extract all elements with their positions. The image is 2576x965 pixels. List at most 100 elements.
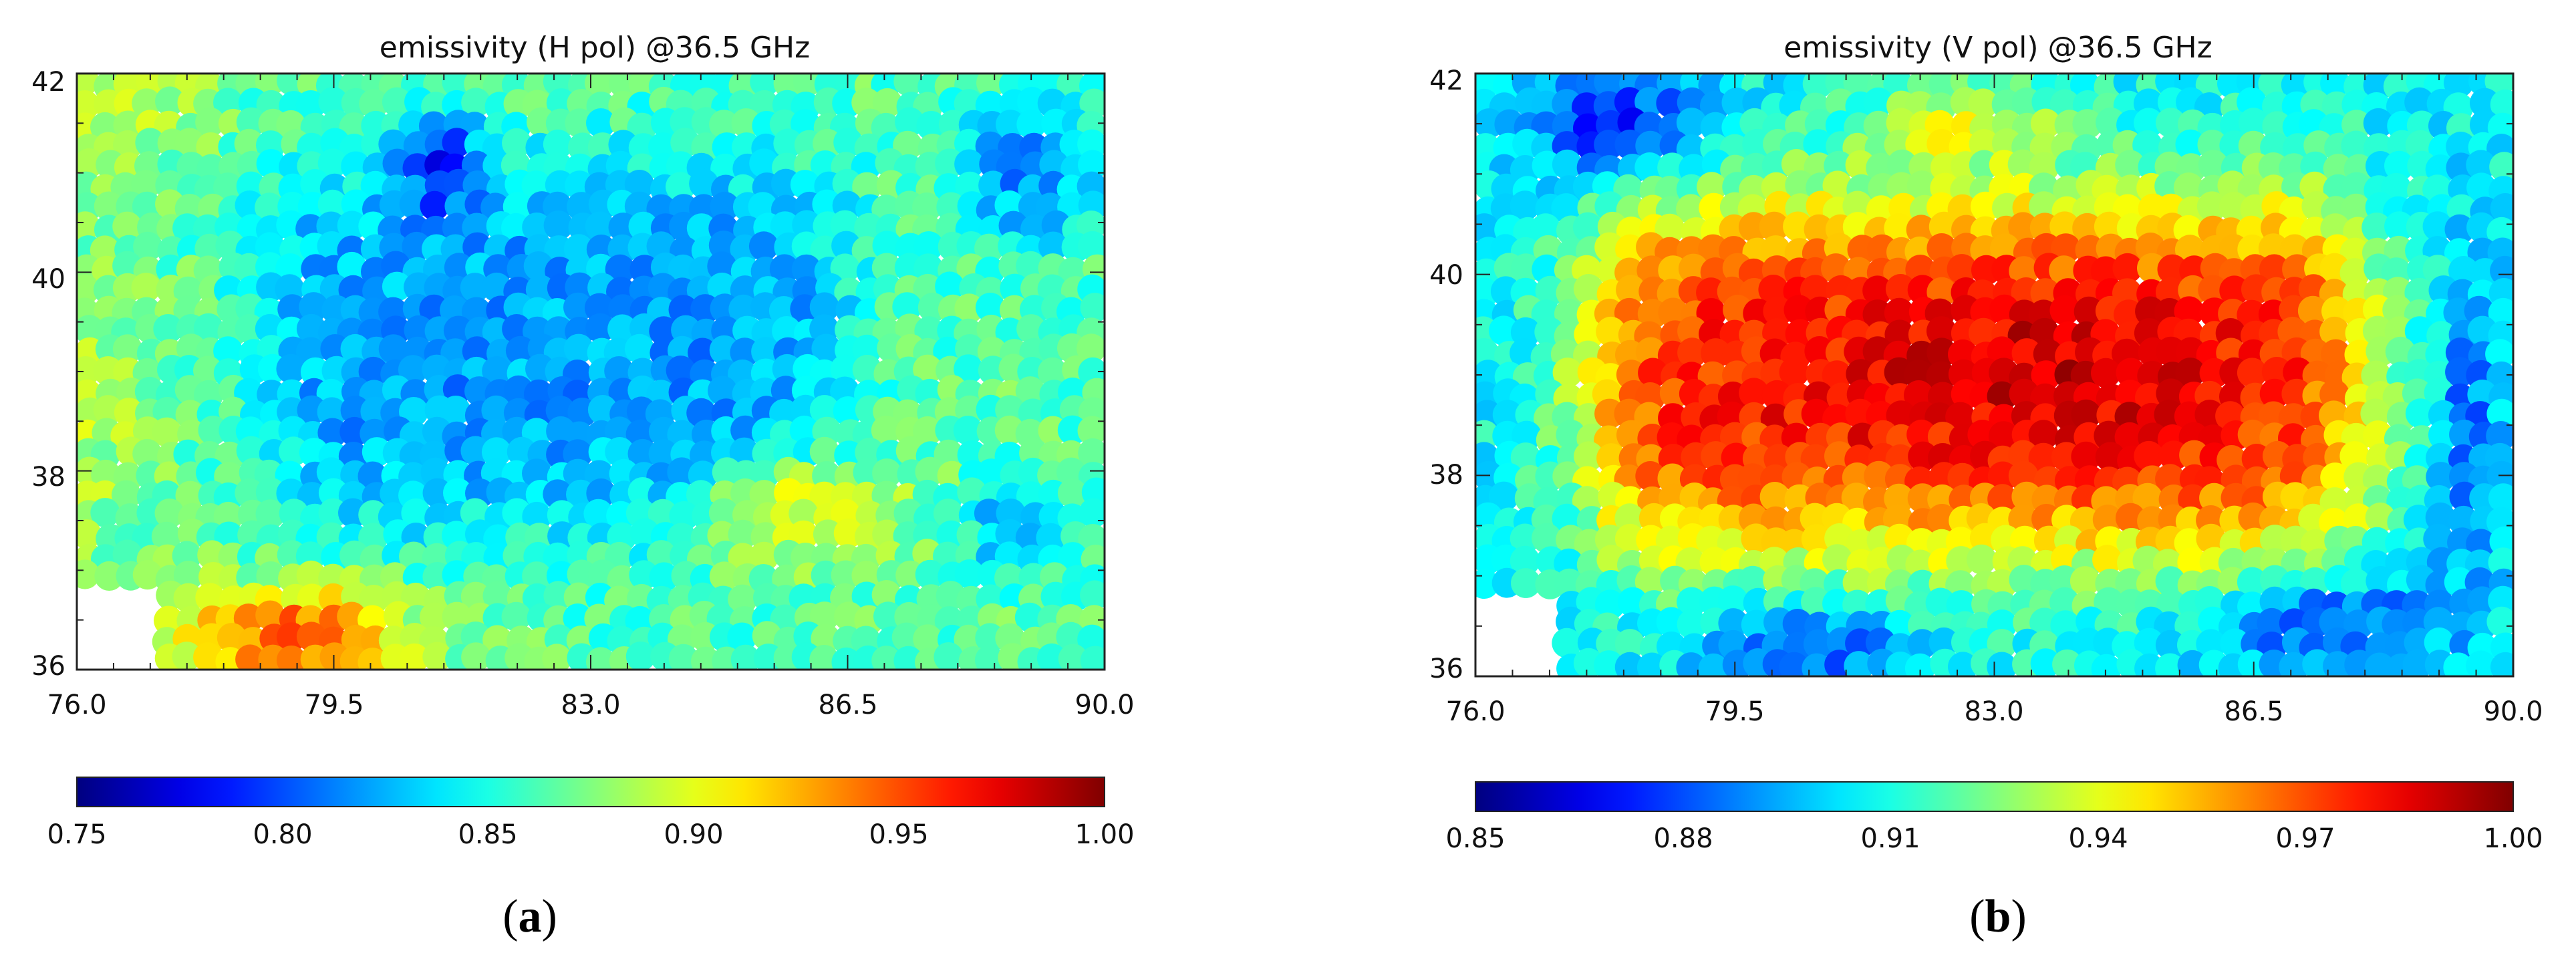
map-cell bbox=[2282, 254, 2312, 285]
map-cell bbox=[1967, 544, 1997, 575]
panel-a-xtick-86: 86.5 bbox=[818, 690, 877, 720]
map-cell bbox=[2404, 87, 2435, 118]
map-cell bbox=[2155, 566, 2186, 596]
map-cell bbox=[1638, 358, 1668, 388]
map-cell bbox=[585, 211, 615, 241]
map-cell bbox=[2343, 609, 2374, 640]
map-cell bbox=[912, 192, 942, 223]
map-cell bbox=[1677, 587, 1707, 617]
map-cell bbox=[422, 642, 452, 670]
map-cell bbox=[2174, 172, 2204, 202]
map-cell bbox=[1532, 523, 1562, 553]
panel-a-cbtick-5: 0.95 bbox=[869, 819, 928, 850]
map-cell bbox=[1928, 211, 1959, 242]
map-cell bbox=[2341, 110, 2372, 140]
map-cell bbox=[2237, 419, 2268, 450]
map-cell bbox=[420, 190, 450, 221]
map-cell bbox=[213, 172, 243, 202]
map-cell bbox=[317, 148, 347, 178]
map-cell bbox=[729, 437, 759, 467]
map-cell bbox=[234, 253, 264, 283]
panel-a-ytick-42: 42 bbox=[31, 67, 65, 98]
map-cell bbox=[2030, 278, 2061, 308]
map-cell bbox=[543, 211, 573, 241]
map-cell bbox=[2363, 108, 2394, 138]
map-cell bbox=[1987, 461, 2018, 492]
map-cell bbox=[1760, 403, 1791, 434]
map-cell bbox=[1057, 478, 1088, 509]
map-cell bbox=[1699, 192, 1729, 223]
map-cell bbox=[91, 459, 121, 490]
map-cell bbox=[1634, 152, 1665, 182]
map-cell bbox=[359, 89, 389, 119]
map-cell bbox=[193, 642, 223, 670]
map-cell bbox=[624, 333, 655, 364]
map-cell bbox=[2196, 523, 2227, 554]
map-cell bbox=[624, 170, 654, 200]
map-cell bbox=[442, 128, 472, 158]
map-cell bbox=[317, 397, 347, 427]
map-cell bbox=[916, 111, 946, 141]
map-cell bbox=[255, 600, 285, 630]
map-cell bbox=[1056, 457, 1087, 487]
map-cell bbox=[727, 622, 757, 652]
map-cell bbox=[77, 559, 100, 589]
map-cell bbox=[791, 254, 821, 284]
map-cell bbox=[2384, 211, 2414, 242]
map-cell bbox=[1987, 484, 2018, 515]
map-cell bbox=[1759, 482, 1790, 512]
map-cell bbox=[627, 438, 658, 469]
map-cell bbox=[2178, 484, 2208, 515]
map-cell bbox=[748, 231, 779, 261]
map-cell bbox=[1739, 378, 1769, 408]
map-cell bbox=[2072, 213, 2103, 243]
panel-a-cbtick-4: 0.90 bbox=[664, 819, 723, 850]
map-cell bbox=[2198, 275, 2229, 305]
map-cell bbox=[1014, 602, 1044, 632]
map-cell bbox=[2199, 482, 2229, 513]
map-cell bbox=[2422, 211, 2453, 242]
map-cell bbox=[402, 153, 432, 183]
map-cell bbox=[404, 315, 434, 346]
map-cell bbox=[175, 480, 205, 511]
map-cell bbox=[1016, 110, 1046, 140]
map-cell bbox=[2072, 109, 2103, 139]
map-cell bbox=[2196, 191, 2227, 222]
map-cell bbox=[871, 415, 901, 446]
map-cell bbox=[213, 336, 243, 366]
panel-b-cbtick-4: 0.94 bbox=[2068, 823, 2128, 854]
map-cell bbox=[382, 87, 412, 117]
map-cell bbox=[2157, 254, 2188, 285]
map-cell bbox=[793, 74, 823, 96]
map-cell bbox=[1655, 213, 1685, 244]
map-cell bbox=[994, 541, 1024, 571]
map-cell bbox=[2444, 74, 2474, 98]
map-cell bbox=[1596, 443, 1626, 474]
map-cell bbox=[501, 601, 531, 632]
map-cell bbox=[1906, 170, 1937, 201]
map-cell bbox=[1779, 652, 1810, 676]
map-cell bbox=[646, 540, 676, 570]
map-cell bbox=[2467, 586, 2498, 617]
map-cell bbox=[1036, 523, 1066, 553]
map-cell bbox=[1699, 547, 1730, 577]
panel-a-colorbar bbox=[76, 777, 1105, 807]
map-cell bbox=[2028, 420, 2059, 450]
map-cell bbox=[2360, 398, 2391, 429]
map-cell bbox=[1677, 337, 1707, 368]
map-cell bbox=[1475, 213, 1499, 243]
map-cell bbox=[708, 376, 738, 406]
map-cell bbox=[749, 480, 779, 510]
map-cell bbox=[482, 581, 513, 611]
map-cell bbox=[522, 561, 552, 591]
map-cell bbox=[1926, 504, 1957, 534]
map-cell bbox=[1907, 629, 1938, 660]
map-cell bbox=[974, 499, 1004, 529]
map-cell bbox=[1038, 231, 1068, 261]
map-cell bbox=[710, 191, 740, 222]
map-cell bbox=[2177, 547, 2208, 577]
map-cell bbox=[953, 416, 983, 446]
map-cell bbox=[1884, 213, 1914, 243]
map-cell bbox=[1596, 316, 1626, 347]
map-cell bbox=[2237, 567, 2267, 597]
